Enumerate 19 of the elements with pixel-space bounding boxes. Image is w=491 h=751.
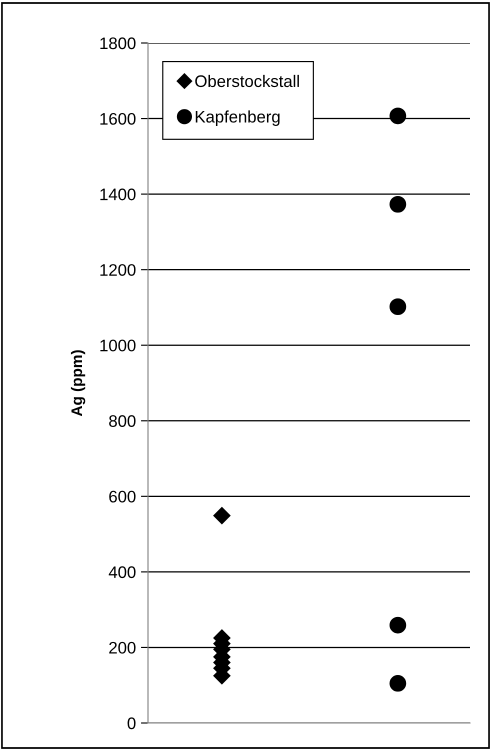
legend-label: Oberstockstall [195,74,299,88]
point [390,675,406,692]
y-tick-label: 1800 [100,37,136,50]
point [390,616,406,634]
y-tick-label: 800 [109,415,136,427]
y-tick-label: 400 [108,566,136,578]
y-tick-label: 200 [109,642,136,654]
y-tick-label: 0 [128,717,136,730]
y-tick-label: 1000 [100,340,136,352]
y-tick-label: 600 [109,490,136,503]
y-tick-label: 1600 [100,112,136,125]
y-tick-label: 1200 [100,264,136,276]
y-axis-title: Ag (ppm) [70,350,86,416]
point [390,298,406,316]
point [390,196,406,213]
legend-label: Kapfenberg [196,110,280,126]
point [390,108,406,124]
y-tick-label: 1400 [100,188,136,200]
point [213,507,230,524]
